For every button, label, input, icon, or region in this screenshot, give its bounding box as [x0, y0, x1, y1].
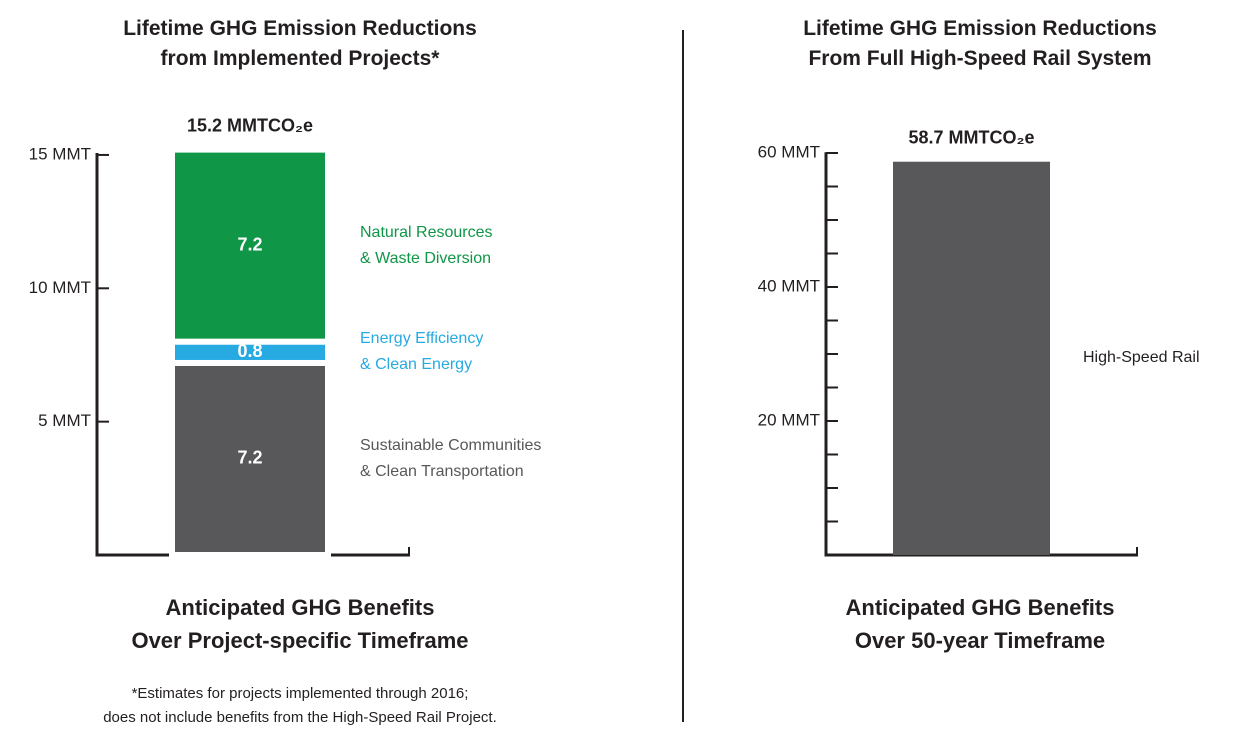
x-axis-label: Anticipated GHG Benefits Over 50-year Ti…	[845, 595, 1115, 653]
y-tick-label: 40 MMT	[758, 276, 820, 295]
total-label: 15.2 MMTCO₂e	[186, 115, 314, 136]
y-tick-label: 10 MMT	[29, 278, 91, 297]
total-label: 58.7 MMTCO₂e	[908, 127, 1035, 148]
y-tick-label: 20 MMT	[758, 410, 820, 429]
data-label: 0.8	[237, 341, 262, 361]
data-label: 7.2	[237, 234, 262, 254]
x-axis-label: Anticipated GHG Benefits Over Project-sp…	[131, 595, 469, 653]
series-label: Energy Efficiency & Clean Energy	[360, 330, 484, 374]
chart-title: Lifetime GHG Emission Reductions from Im…	[123, 17, 477, 70]
series-label: Natural Resources & Waste Diversion	[360, 223, 493, 267]
bar-segment	[169, 359, 331, 559]
chart-title: Lifetime GHG Emission Reductions From Fu…	[803, 17, 1157, 70]
series-label: Sustainable Communities & Clean Transpor…	[360, 436, 542, 480]
y-tick-label: 60 MMT	[758, 142, 820, 161]
series-label: High-Speed Rail	[1083, 349, 1200, 367]
y-tick-label: 15 MMT	[29, 144, 91, 163]
footnote: *Estimates for projects implemented thro…	[103, 685, 497, 726]
y-tick-label: 5 MMT	[38, 411, 91, 430]
data-label: 7.2	[237, 448, 262, 468]
bar-segment	[893, 161, 1050, 555]
bar-segment	[169, 146, 331, 345]
